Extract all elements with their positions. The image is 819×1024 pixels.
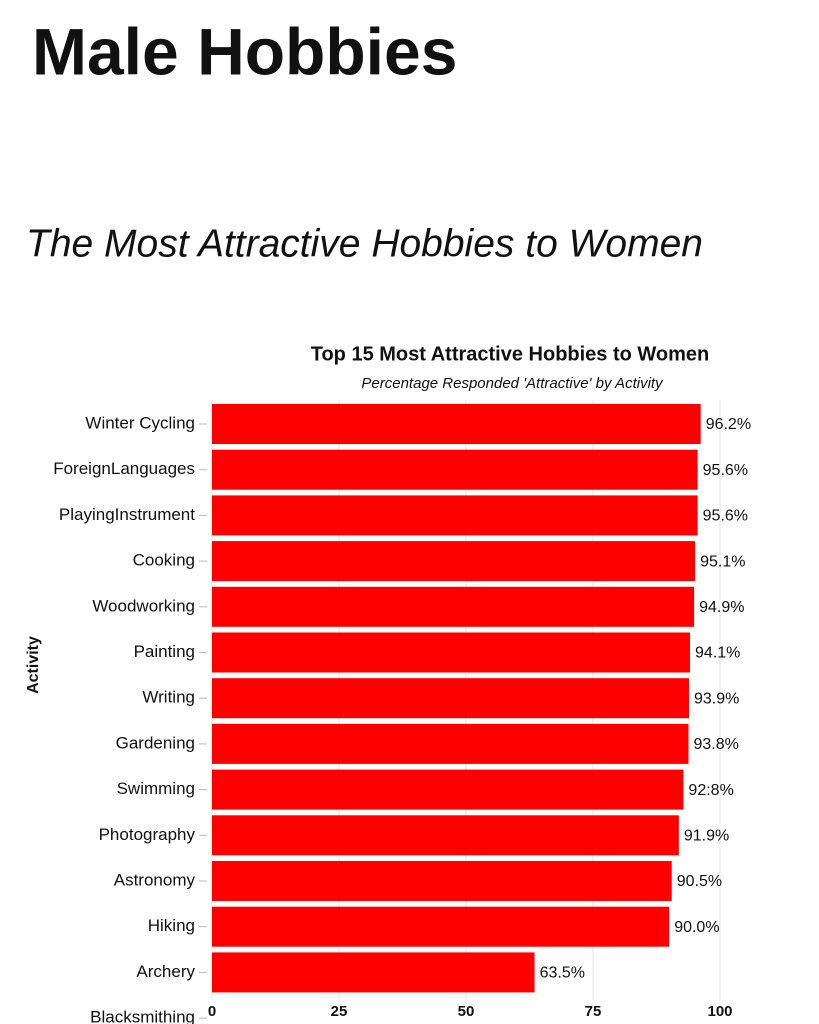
bar (212, 952, 535, 993)
y-tick-label: Astronomy (114, 870, 196, 889)
y-tick-label: Gardening (116, 733, 195, 752)
y-tick-label: Painting (134, 642, 195, 661)
y-tick-label: Photography (99, 825, 196, 844)
value-label: 94.9% (699, 599, 744, 616)
y-tick-label: Hiking (148, 916, 195, 935)
bar (212, 495, 698, 536)
chart-subtitle: Percentage Responded 'Attractive' by Act… (361, 375, 664, 392)
bar (212, 906, 670, 947)
bar (212, 815, 679, 856)
value-label: 96.2% (706, 416, 751, 433)
x-tick-label: 100 (707, 1003, 732, 1020)
bar (212, 632, 691, 673)
bar (212, 769, 684, 810)
x-tick-label: 0 (208, 1003, 216, 1020)
y-tick-label: Blacksmithing (90, 1008, 195, 1024)
x-tick-label: 50 (458, 1003, 475, 1020)
y-tick-label: Writing (142, 688, 195, 707)
y-tick-label: PlayingInstrument (59, 505, 195, 524)
y-axis-label: Activity (25, 636, 42, 694)
bar (212, 541, 696, 582)
x-tick-label: 25 (331, 1003, 348, 1020)
bar (212, 678, 690, 719)
chart-title: Top 15 Most Attractive Hobbies to Women (311, 343, 710, 365)
y-tick-label: Cooking (133, 551, 195, 570)
x-tick-label: 75 (585, 1003, 602, 1020)
bar (212, 723, 689, 764)
bar (212, 449, 698, 490)
value-label: 95.1% (700, 553, 745, 570)
bar (212, 404, 701, 444)
y-tick-label: Archery (136, 962, 195, 981)
value-label: 63.5% (540, 965, 585, 982)
value-label: 95.6% (703, 508, 748, 525)
y-tick-label: Swimming (117, 779, 195, 798)
y-tick-label: Woodworking (92, 596, 195, 615)
page-heading: Male Hobbies (32, 14, 457, 88)
value-label: 91.9% (684, 828, 729, 845)
value-label: 95.6% (703, 462, 748, 479)
value-label: 93.8% (694, 736, 739, 753)
value-label: 93.9% (694, 690, 739, 707)
value-label: 94.1% (695, 645, 740, 662)
y-tick-label: Winter Cycling (85, 413, 195, 432)
value-label: 92:8% (688, 782, 733, 799)
y-tick-label: ForeignLanguages (53, 459, 195, 478)
value-label: 90.5% (677, 873, 722, 890)
bar (212, 861, 672, 901)
value-label: 90.0% (674, 919, 719, 936)
page-subheading: The Most Attractive Hobbies to Women (26, 222, 703, 265)
bar (212, 586, 695, 627)
